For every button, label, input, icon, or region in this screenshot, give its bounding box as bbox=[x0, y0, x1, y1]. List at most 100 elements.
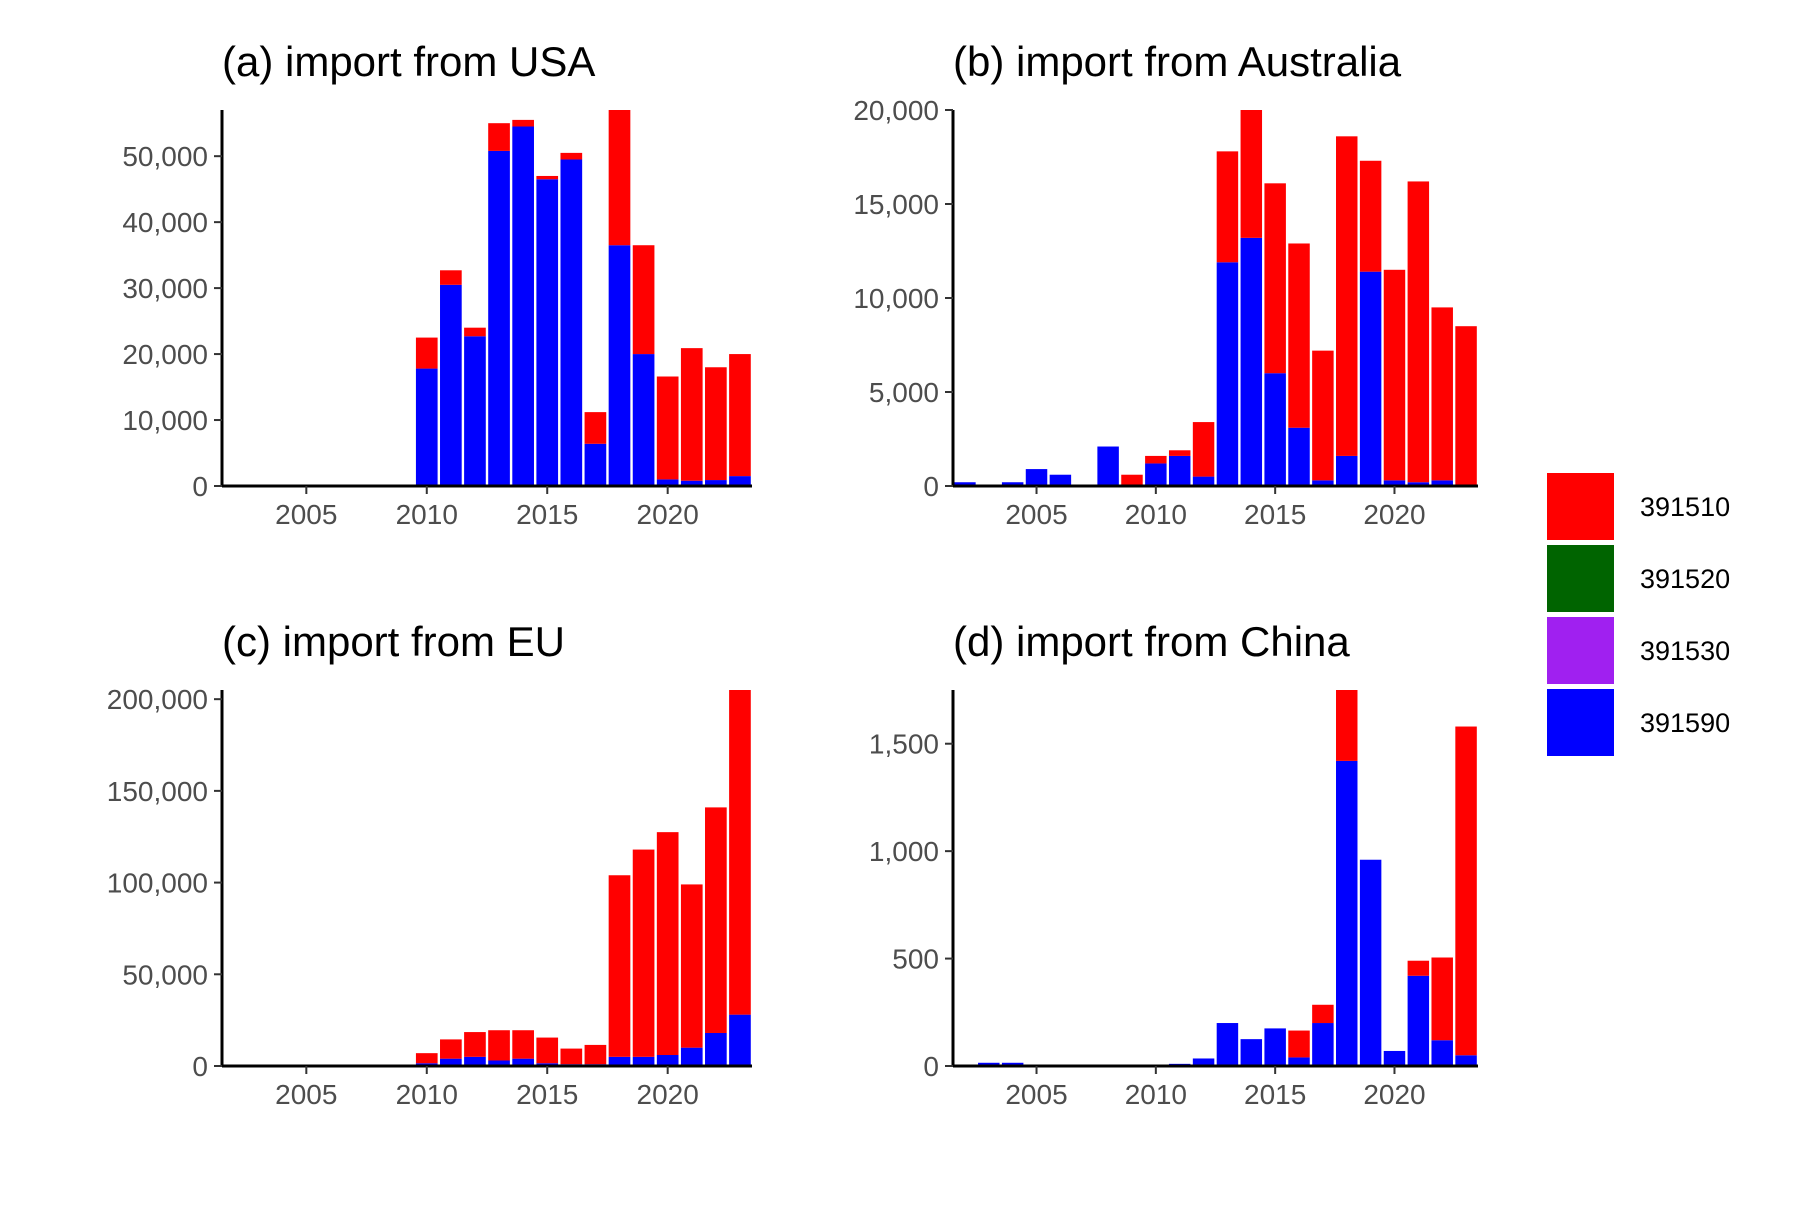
bar-391510-2018 bbox=[609, 875, 631, 1057]
bar-391590-2014 bbox=[1241, 1039, 1262, 1066]
bar-391510-2021 bbox=[1408, 181, 1429, 482]
bar-391510-2015 bbox=[1264, 183, 1285, 373]
bar-391510-2018 bbox=[609, 110, 631, 245]
x-tick-label: 2020 bbox=[637, 1079, 699, 1110]
bar-391510-2015 bbox=[536, 176, 558, 179]
bar-391590-2016 bbox=[1288, 428, 1309, 486]
y-tick-label: 50,000 bbox=[122, 959, 208, 990]
bar-391510-2019 bbox=[1360, 161, 1381, 272]
chart-panel-4: (d) import from China 0 500 1,000 1,500 2005 2… bbox=[869, 618, 1478, 1110]
x-tick-label: 2005 bbox=[275, 1079, 337, 1110]
x-tick-label: 2015 bbox=[1244, 1079, 1306, 1110]
bar-391510-2019 bbox=[633, 245, 655, 354]
x-tick-label: 2010 bbox=[396, 499, 458, 530]
bar-391590-2013 bbox=[1217, 1023, 1238, 1066]
x-tick-label: 2005 bbox=[1005, 499, 1067, 530]
legend-label-391520: 391520 bbox=[1640, 564, 1730, 594]
bar-391510-2012 bbox=[1193, 422, 1214, 477]
y-tick-label: 20,000 bbox=[853, 95, 939, 126]
bar-391510-2017 bbox=[585, 412, 607, 444]
x-tick-label: 2015 bbox=[516, 1079, 578, 1110]
bar-391510-2011 bbox=[1169, 450, 1190, 456]
y-tick-label: 10,000 bbox=[853, 283, 939, 314]
bar-391590-2023 bbox=[1455, 1055, 1476, 1066]
bar-391590-2015 bbox=[1264, 373, 1285, 486]
chart-panel-1: (a) import from USA010,00020,00030,00040… bbox=[122, 38, 752, 530]
bar-391510-2013 bbox=[488, 1030, 510, 1060]
bar-391510-2016 bbox=[1288, 243, 1309, 427]
bar-391510-2018 bbox=[1336, 690, 1357, 761]
bar-391590-2018 bbox=[1336, 456, 1357, 486]
panel-title: (c) import from EU bbox=[222, 618, 565, 665]
bar-391510-2015 bbox=[536, 1038, 558, 1064]
bar-391590-2018 bbox=[1336, 761, 1357, 1066]
bar-391510-2014 bbox=[512, 1030, 534, 1058]
bar-391510-2016 bbox=[560, 153, 582, 160]
bar-391510-2010 bbox=[1145, 456, 1166, 464]
bar-391590-2021 bbox=[1408, 976, 1429, 1066]
bar-391510-2023 bbox=[729, 690, 751, 1015]
bar-391510-2022 bbox=[705, 807, 727, 1033]
x-tick-label: 2020 bbox=[1363, 499, 1425, 530]
bar-391510-2010 bbox=[416, 1053, 438, 1063]
y-tick-label: 1,000 bbox=[869, 836, 939, 867]
y-tick-label: 40,000 bbox=[122, 207, 208, 238]
x-tick-label: 2005 bbox=[275, 499, 337, 530]
bar-391590-2014 bbox=[512, 126, 534, 486]
y-tick-label: 0 bbox=[192, 1051, 208, 1082]
chart-panel-3: (c) import from EU 0 50,000 100,000 150,000 2… bbox=[107, 618, 752, 1110]
bar-391510-2011 bbox=[440, 1039, 462, 1058]
y-tick-label: 500 bbox=[892, 944, 939, 975]
bar-391510-2016 bbox=[560, 1049, 582, 1065]
bar-391510-2012 bbox=[464, 328, 486, 337]
bar-391510-2017 bbox=[1312, 351, 1333, 481]
y-tick-label: 1,500 bbox=[869, 729, 939, 760]
bar-391510-2020 bbox=[657, 832, 679, 1055]
y-tick-label: 15,000 bbox=[853, 189, 939, 220]
x-tick-label: 2005 bbox=[1005, 1079, 1067, 1110]
bar-391510-2009 bbox=[1121, 475, 1142, 486]
y-tick-label: 0 bbox=[923, 1051, 939, 1082]
bar-391510-2023 bbox=[729, 354, 751, 476]
bar-391590-2019 bbox=[633, 354, 655, 486]
bar-391590-2010 bbox=[416, 369, 438, 486]
legend-label-391510: 391510 bbox=[1640, 492, 1730, 522]
bar-391510-2017 bbox=[1312, 1005, 1333, 1023]
bar-391510-2021 bbox=[681, 348, 703, 481]
y-tick-label: 200,000 bbox=[107, 684, 208, 715]
bar-391590-2017 bbox=[585, 444, 607, 486]
y-tick-label: 100,000 bbox=[107, 868, 208, 899]
bar-391590-2016 bbox=[560, 159, 582, 486]
panel-title: (d) import from China bbox=[953, 618, 1350, 665]
bar-391510-2019 bbox=[633, 850, 655, 1057]
bar-391510-2020 bbox=[1384, 270, 1405, 481]
bar-391510-2021 bbox=[681, 884, 703, 1047]
bar-391590-2011 bbox=[1169, 456, 1190, 486]
y-tick-label: 20,000 bbox=[122, 339, 208, 370]
bar-391510-2013 bbox=[1217, 151, 1238, 262]
bar-391510-2017 bbox=[585, 1045, 607, 1064]
y-tick-label: 150,000 bbox=[107, 776, 208, 807]
bar-391510-2022 bbox=[1431, 307, 1452, 480]
x-tick-label: 2015 bbox=[516, 499, 578, 530]
bar-391590-2022 bbox=[1431, 1040, 1452, 1066]
bar-391590-2020 bbox=[1384, 1051, 1405, 1066]
x-tick-label: 2020 bbox=[637, 499, 699, 530]
x-tick-label: 2020 bbox=[1363, 1079, 1425, 1110]
chart-panel-2: (b) import from Australia05,00010,00015,… bbox=[853, 38, 1478, 530]
bar-391590-2021 bbox=[681, 1048, 703, 1066]
bar-391510-2021 bbox=[1408, 961, 1429, 976]
bar-391510-2018 bbox=[1336, 136, 1357, 456]
x-tick-label: 2010 bbox=[396, 1079, 458, 1110]
legend-swatch-391510 bbox=[1547, 473, 1614, 540]
bar-391510-2014 bbox=[512, 120, 534, 127]
bar-391590-2011 bbox=[440, 285, 462, 486]
bar-391510-2016 bbox=[1288, 1031, 1309, 1058]
x-tick-label: 2010 bbox=[1125, 499, 1187, 530]
bar-391590-2015 bbox=[536, 179, 558, 486]
bar-391510-2014 bbox=[1241, 110, 1262, 238]
legend-swatch-391520 bbox=[1547, 545, 1614, 612]
